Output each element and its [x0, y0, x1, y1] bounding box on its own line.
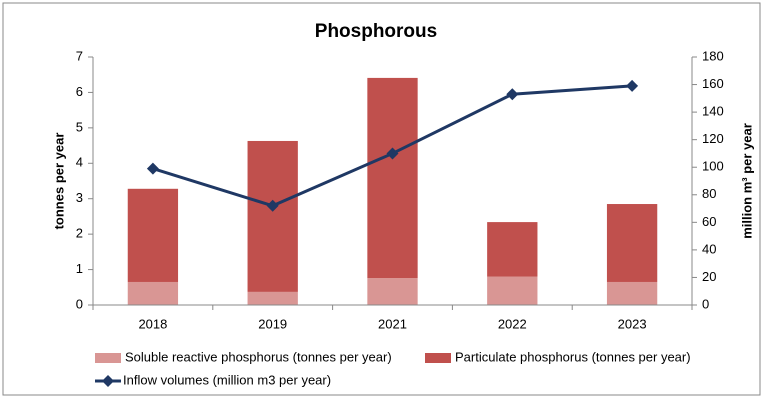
- legend-swatch: [95, 353, 121, 363]
- chart-title: Phosphorous: [315, 21, 437, 42]
- y-tick-label: 0: [76, 296, 83, 311]
- bar: [606, 204, 658, 282]
- y-tick-label: 6: [76, 84, 83, 99]
- y2-tick-label: 100: [702, 159, 724, 174]
- legend-label: Inflow volumes (million m3 per year): [123, 372, 331, 387]
- x-tick-label: 2023: [618, 316, 647, 331]
- bar: [487, 222, 538, 277]
- x-tick-label: 2021: [378, 316, 407, 331]
- y2-tick-label: 160: [702, 76, 724, 91]
- x-tick-label: 2019: [258, 316, 287, 331]
- y2-tick-label: 180: [702, 48, 724, 63]
- line-marker: [266, 199, 279, 212]
- bar: [487, 276, 538, 305]
- legend-swatch: [425, 353, 451, 363]
- y-tick-label: 1: [76, 261, 83, 276]
- line-marker: [386, 147, 399, 160]
- bar: [367, 278, 418, 305]
- y2-tick-label: 80: [702, 186, 716, 201]
- bar: [247, 140, 298, 292]
- y-tick-label: 7: [76, 48, 83, 63]
- bar: [127, 188, 179, 282]
- y2-tick-label: 40: [702, 241, 716, 256]
- y2-tick-label: 120: [702, 131, 724, 146]
- y2-tick-label: 60: [702, 214, 716, 229]
- y2-tick-label: 0: [702, 296, 709, 311]
- x-tick-label: 2022: [498, 316, 527, 331]
- y-tick-label: 3: [76, 190, 83, 205]
- y-tick-label: 2: [76, 226, 83, 241]
- y2-tick-label: 20: [702, 269, 716, 284]
- y2-axis-label: million m³ per year: [739, 123, 754, 239]
- y-axis-label: tonnes per year: [51, 133, 66, 230]
- legend-label: Soluble reactive phosphorus (tonnes per …: [125, 349, 392, 364]
- line-marker: [506, 88, 519, 101]
- y2-tick-label: 140: [702, 104, 724, 119]
- bar: [127, 281, 179, 305]
- bar: [606, 281, 658, 305]
- bar: [247, 291, 298, 305]
- line-marker: [146, 162, 159, 175]
- legend-label: Particulate phosphorus (tonnes per year): [455, 349, 691, 364]
- y-tick-label: 4: [76, 155, 83, 170]
- y-tick-label: 5: [76, 119, 83, 134]
- legend-swatch: [102, 375, 114, 387]
- line-marker: [626, 79, 639, 92]
- bar: [367, 77, 418, 279]
- x-tick-label: 2018: [138, 316, 167, 331]
